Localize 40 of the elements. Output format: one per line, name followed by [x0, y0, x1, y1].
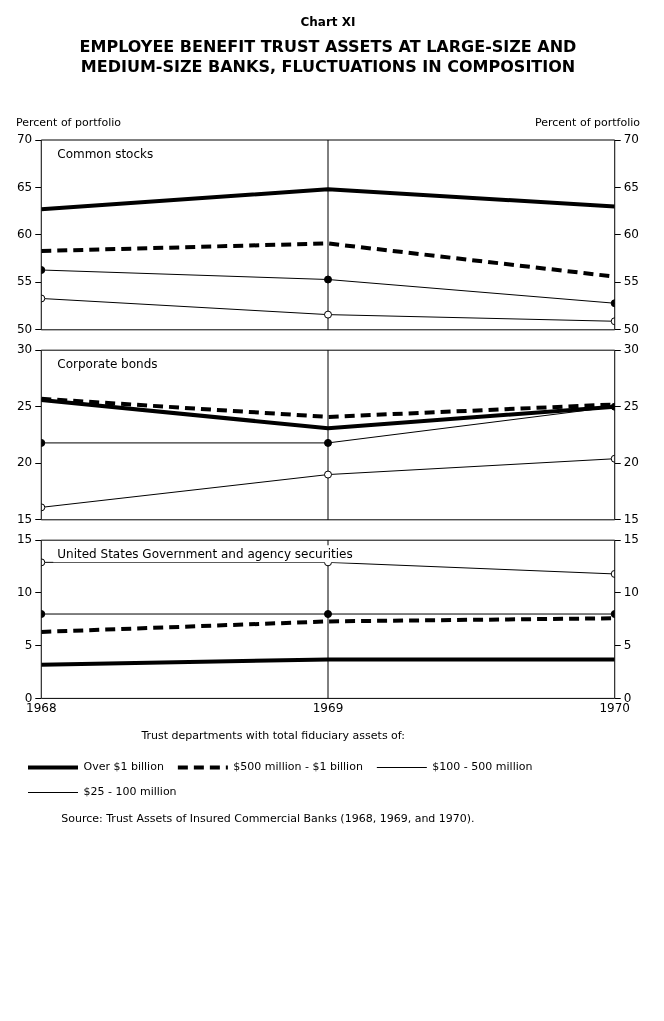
x-tick-label: 1970	[599, 700, 630, 715]
legend-title: Trust departments with total fiduciary assets of:	[140, 729, 406, 743]
y2-tick-label: 55	[623, 274, 640, 289]
y-tick-label: 5	[24, 637, 33, 652]
y2-tick-label: 5	[623, 637, 632, 652]
y-tick-label: 15	[16, 532, 33, 547]
annotation: Corporate bonds	[57, 357, 158, 372]
x-tick-label: 1968	[26, 700, 57, 715]
y-tick-label: 20	[16, 455, 33, 470]
y2-tick-label: 25	[623, 398, 640, 413]
chart-title: EMPLOYEE BENEFIT TRUST ASSETS AT LARGE-SIZE AND MEDIUM-SIZE BANKS, FLUCTUATIONS IN COMPOSITION	[79, 37, 577, 76]
y-tick-label: 25	[16, 398, 33, 413]
x-tick-label: 1969	[312, 700, 344, 715]
y2-axis-title: Percent of portfolio	[535, 116, 641, 129]
y2-tick-label: 60	[623, 227, 640, 242]
y2-tick-label: 65	[623, 179, 640, 194]
y2-tick-label: 70	[623, 132, 640, 147]
y2-tick-label: 15	[623, 511, 640, 526]
source-note: Source: Trust Assets of Insured Commercial Banks (1968, 1969, and 1970).	[61, 812, 475, 825]
y2-tick-label: 10	[623, 585, 640, 600]
legend-label: $100 - 500 million	[432, 760, 533, 774]
y-tick-label: 15	[16, 511, 33, 526]
y2-tick-label: 30	[623, 342, 640, 357]
y-axis-title: Percent of portfolio	[16, 116, 122, 129]
y-tick-label: 10	[16, 585, 33, 600]
legend-label: $500 million - $1 billion	[233, 760, 363, 774]
legend-label: Over $1 billion	[83, 760, 164, 774]
chart-subtitle: Chart XI	[300, 15, 356, 29]
y2-tick-label: 15	[623, 532, 640, 547]
y-tick-label: 50	[16, 321, 33, 336]
y2-tick-label: 20	[623, 455, 640, 470]
legend-label: $25 - 100 million	[83, 785, 177, 799]
y2-tick-label: 50	[623, 321, 640, 336]
y-tick-label: 55	[16, 274, 33, 289]
y-tick-label: 60	[16, 227, 33, 242]
annotation: Common stocks	[57, 147, 154, 161]
y-tick-label: 70	[16, 132, 33, 147]
y-tick-label: 30	[16, 342, 33, 357]
annotation: United States Government and agency securities	[57, 547, 353, 562]
y-tick-label: 65	[16, 179, 33, 194]
